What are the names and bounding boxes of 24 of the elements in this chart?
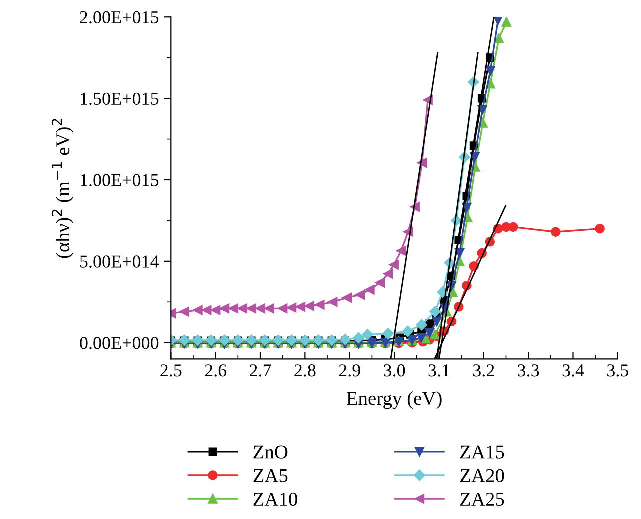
y-tick-label: 5.00E+014 bbox=[80, 256, 160, 268]
x-tick-label: 3.2 bbox=[473, 364, 494, 377]
legend-label: ZA5 bbox=[254, 469, 288, 482]
x-tick-label: 3.3 bbox=[518, 364, 540, 377]
x-tick-label: 3.4 bbox=[562, 364, 584, 377]
y-axis-title: (αhν)$^{2}$ (m$^{−1}$ eV)$^{2}$ bbox=[52, 119, 74, 258]
legend-label: ZA10 bbox=[254, 492, 298, 506]
y-tick-label: 0.00E+000 bbox=[80, 337, 159, 350]
legend-label: ZnO bbox=[254, 446, 288, 459]
x-tick-label: 2.8 bbox=[294, 364, 316, 377]
legend-label: ZA20 bbox=[460, 469, 504, 482]
legend-label: ZA15 bbox=[460, 446, 504, 459]
x-tick-label: 3.5 bbox=[608, 364, 629, 377]
x-tick-label: 2.7 bbox=[250, 364, 272, 377]
x-tick-label: 2.9 bbox=[339, 364, 360, 377]
x-axis-title: Energy (eV) bbox=[346, 391, 442, 410]
y-tick-label: 1.00E+015 bbox=[81, 174, 159, 187]
x-tick-label: 2.6 bbox=[205, 364, 227, 377]
x-tick-label: 3.0 bbox=[384, 364, 406, 377]
x-tick-label: 3.1 bbox=[428, 364, 450, 377]
x-tick-label: 2.5 bbox=[160, 364, 182, 377]
y-tick-label: 2.00E+015 bbox=[80, 11, 159, 24]
y-tick-label: 1.50E+015 bbox=[81, 92, 159, 106]
legend-label: ZA25 bbox=[460, 492, 504, 506]
